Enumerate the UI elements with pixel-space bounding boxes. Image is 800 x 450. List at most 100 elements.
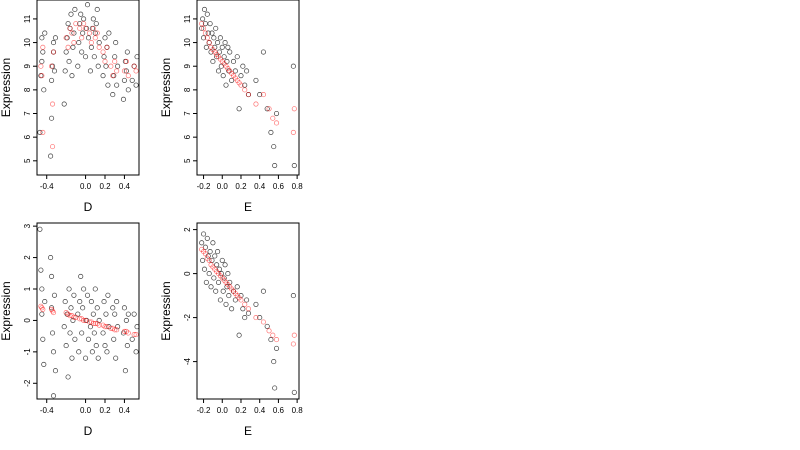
data-point xyxy=(215,40,221,46)
series-2 xyxy=(199,246,297,347)
data-point xyxy=(71,314,77,320)
data-point xyxy=(125,311,131,317)
data-point xyxy=(238,82,244,88)
data-point xyxy=(291,162,297,169)
data-point xyxy=(232,68,238,74)
x-tick-label: 0.6 xyxy=(273,182,285,191)
data-point xyxy=(204,235,210,241)
data-point xyxy=(37,129,43,135)
x-tick-label: 0.0 xyxy=(80,182,92,191)
data-point xyxy=(213,288,219,294)
data-point xyxy=(211,275,217,281)
y-tick-label: 9 xyxy=(183,63,192,68)
data-point xyxy=(105,82,111,88)
data-point xyxy=(230,58,237,65)
data-point xyxy=(221,54,227,60)
data-point xyxy=(234,284,240,290)
data-point xyxy=(79,330,85,336)
data-point xyxy=(201,231,207,237)
data-point xyxy=(39,286,45,292)
data-point xyxy=(214,54,220,60)
data-point xyxy=(271,359,277,365)
data-point xyxy=(70,317,76,323)
data-point xyxy=(101,299,107,305)
data-point xyxy=(67,330,73,336)
data-point xyxy=(78,273,84,279)
data-point xyxy=(42,30,48,36)
data-point xyxy=(91,330,97,336)
data-point xyxy=(92,35,98,41)
data-point xyxy=(291,106,297,112)
data-point xyxy=(110,92,116,98)
data-point xyxy=(95,63,101,69)
data-point xyxy=(219,44,225,50)
data-point xyxy=(51,292,58,298)
data-point xyxy=(121,305,127,311)
data-point xyxy=(225,271,231,277)
data-point xyxy=(49,305,55,311)
data-point xyxy=(40,44,46,50)
data-point xyxy=(113,40,119,46)
data-point xyxy=(65,21,71,27)
x-axis-label: E xyxy=(244,424,252,438)
data-point xyxy=(50,349,57,355)
data-point xyxy=(206,271,212,277)
y-tick-label: 6 xyxy=(23,134,32,139)
x-axis-label: D xyxy=(84,200,93,214)
x-tick-label: 0.4 xyxy=(254,406,266,415)
data-point xyxy=(51,68,58,74)
data-point xyxy=(66,286,72,292)
y-tick-label: 1 xyxy=(23,286,32,291)
series-1 xyxy=(37,226,140,399)
data-point xyxy=(205,30,211,36)
data-point xyxy=(201,6,208,13)
plot-frame xyxy=(36,222,140,400)
data-point xyxy=(123,317,129,323)
data-point xyxy=(217,297,223,303)
data-point xyxy=(253,101,259,107)
data-point xyxy=(131,311,137,317)
series-2 xyxy=(38,21,139,150)
y-tick-label: -1 xyxy=(23,348,32,356)
data-point xyxy=(71,30,77,36)
chart-panel-4: -0.2 0.0 0.2 0.4 0.6 0.8 -4 -2 0 2 E Expression xyxy=(159,222,303,438)
data-point xyxy=(223,82,229,88)
data-point xyxy=(115,63,121,69)
x-tick-label: 0.0 xyxy=(217,182,229,191)
data-point xyxy=(83,54,89,60)
data-point xyxy=(112,311,118,317)
data-point xyxy=(80,30,86,36)
data-point xyxy=(215,279,222,285)
data-point xyxy=(104,349,110,355)
data-point xyxy=(70,44,76,50)
data-point xyxy=(125,330,131,336)
data-point xyxy=(88,40,94,46)
data-point xyxy=(236,332,242,338)
data-point xyxy=(49,273,55,279)
data-point xyxy=(100,73,106,79)
y-tick-label: 5 xyxy=(183,158,192,163)
data-point xyxy=(260,49,266,55)
x-tick-label: -0.4 xyxy=(40,182,54,191)
data-point xyxy=(86,30,93,36)
data-point xyxy=(100,330,106,336)
data-point xyxy=(219,257,225,263)
data-point xyxy=(260,92,266,98)
data-point xyxy=(133,68,139,74)
data-point xyxy=(106,30,112,36)
data-point xyxy=(222,40,228,46)
data-point xyxy=(131,63,137,69)
data-point xyxy=(93,21,99,27)
data-point xyxy=(85,336,92,342)
data-point xyxy=(199,240,205,246)
data-point xyxy=(203,279,209,285)
data-point xyxy=(273,110,280,117)
x-axis-label: E xyxy=(244,200,252,214)
data-point xyxy=(94,6,100,13)
data-point xyxy=(89,349,95,355)
data-point xyxy=(62,299,68,305)
data-point xyxy=(81,286,87,292)
x-tick-label: 0.2 xyxy=(99,182,111,191)
data-point xyxy=(290,341,296,347)
x-tick-label: 0.6 xyxy=(273,406,285,415)
